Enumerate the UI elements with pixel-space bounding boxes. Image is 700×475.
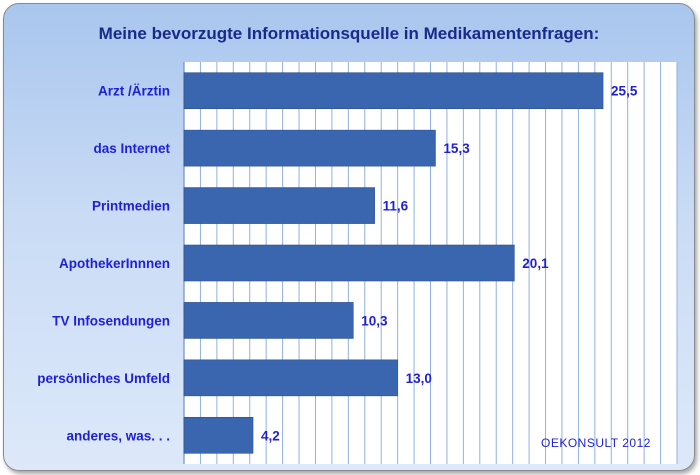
bar	[183, 302, 354, 339]
category-label: Printmedien	[92, 199, 170, 214]
labels: Arzt /Ärztin 25,5 das Internet 15,3 Printmed…	[37, 84, 638, 444]
value-label: 4,2	[261, 428, 280, 443]
bar-chart: Arzt /Ärztin 25,5 das Internet 15,3 Printmed…	[37, 62, 678, 464]
bar	[183, 72, 604, 110]
source-note: OEKONSULT 2012	[541, 436, 651, 450]
chart-frame: Meine bevorzugte Informationsquelle in M…	[3, 3, 695, 471]
value-label: 13,0	[406, 371, 432, 386]
value-label: 25,5	[611, 84, 638, 99]
value-label: 15,3	[443, 141, 470, 156]
bar	[183, 187, 375, 224]
category-label: TV Infosendungen	[52, 313, 170, 328]
bar	[183, 244, 515, 282]
value-label: 11,6	[383, 199, 409, 214]
bars	[183, 72, 604, 454]
category-label: anderes, was. . .	[66, 428, 170, 443]
value-label: 10,3	[361, 313, 388, 328]
chart-title: Meine bevorzugte Informationsquelle in M…	[98, 24, 600, 43]
bar	[183, 416, 254, 454]
category-label: ApothekerInnnen	[59, 256, 170, 271]
value-label: 20,1	[522, 256, 549, 271]
category-label: Arzt /Ärztin	[98, 84, 170, 99]
bar	[183, 359, 398, 397]
bar	[183, 129, 436, 167]
category-label: persönliches Umfeld	[37, 371, 170, 386]
category-label: das Internet	[93, 141, 170, 156]
